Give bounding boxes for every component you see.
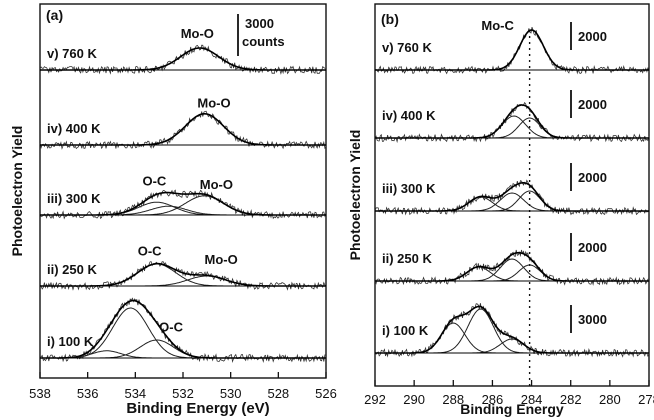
panel-a-peak-annotation: O-C (142, 173, 166, 188)
panel-b-spectrum-1: v) 760 K 2000 (374, 22, 650, 75)
panel-a-peak-annotation: O-C (138, 243, 162, 258)
panel-a-x-tick-label: 538 (29, 386, 51, 401)
panel-b-spectrum-5: i) 100 K 3000 (374, 303, 650, 358)
panel-b-scale-bar-label: 2000 (578, 97, 607, 112)
panel-a-spectrum-2: iv) 400 K Mo-O (39, 95, 327, 150)
panel-b-x-tick-label: 284 (521, 392, 543, 407)
panel-b-x-tick-label: 282 (560, 392, 582, 407)
panel-b-x-tick-label: 292 (364, 392, 386, 407)
panel-b: (b) Binding Energy Photoelectron Yield 2… (347, 3, 654, 417)
panel-b-series-label: i) 100 K (382, 323, 429, 338)
panel-a-spectrum-1: v) 760 K Mo-O (39, 26, 327, 75)
panel-b-scale-bar-label: 2000 (578, 29, 607, 44)
panel-a-series-label: v) 760 K (47, 46, 97, 61)
panel-a-x-tick-label: 526 (315, 386, 337, 401)
panel-b-spectrum-2: iv) 400 K 2000 (374, 90, 650, 144)
panel-a-raw-spectrum (39, 44, 327, 75)
panel-a-xlabel: Binding Energy (eV) (126, 400, 269, 417)
panel-a-x-tick-label: 532 (172, 386, 194, 401)
panel-b-series-label: iii) 300 K (382, 181, 436, 196)
panel-a-x-tick-label: 536 (77, 386, 99, 401)
panel-a-peak-annotation: Mo-O (200, 177, 233, 192)
panel-a-peak-annotation: Mo-O (197, 95, 230, 110)
panel-a-label: (a) (46, 7, 63, 23)
panel-a-raw-spectrum (39, 261, 327, 291)
panel-b-ticks: 292 290 288 286 284 282 280 278 (364, 380, 654, 407)
panel-a-x-tick-label: 528 (267, 386, 289, 401)
panel-a-x-tick-label: 534 (124, 386, 146, 401)
panel-a-series: v) 760 K Mo-O iv) 400 K Mo-O iii) 300 K O-C Mo… (39, 26, 327, 364)
panel-a-series-label: iii) 300 K (47, 191, 101, 206)
panel-b-spectrum-4: ii) 250 K 2000 (374, 233, 650, 286)
panel-a-scale-unit: counts (242, 34, 285, 49)
panel-a-series-label: i) 100 K (47, 334, 94, 349)
panel-a-peak-annotation: Mo-O (181, 26, 214, 41)
panel-b-x-tick-label: 278 (638, 392, 654, 407)
panel-b-frame (374, 3, 650, 387)
panel-a-x-tick-label: 530 (220, 386, 242, 401)
panel-a-peak-annotation: O-C (159, 320, 183, 335)
panel-a: (a) Binding Energy (eV) Photoelectron Yi… (9, 3, 337, 417)
panel-b-x-tick-label: 286 (482, 392, 504, 407)
panel-b-x-tick-label: 288 (442, 392, 464, 407)
panel-a-spectrum-4: ii) 250 K O-C Mo-O (39, 243, 327, 291)
panel-b-ylabel: Photoelectron Yield (347, 130, 363, 261)
panel-a-spectrum-5: i) 100 K O-C (40, 297, 327, 364)
panel-b-x-tick-label: 280 (599, 392, 621, 407)
panel-b-scale-bar-label: 3000 (578, 312, 607, 327)
panel-a-ylabel: Photoelectron Yield (9, 126, 25, 257)
panel-a-scale-value: 3000 (245, 16, 274, 31)
panel-b-scale-bar-label: 2000 (578, 170, 607, 185)
panel-a-peak-annotation: Mo-O (205, 252, 238, 267)
panel-b-spectrum-3: iii) 300 K 2000 (374, 163, 650, 216)
panel-a-series-label: iv) 400 K (47, 121, 101, 136)
panel-b-label: (b) (381, 11, 399, 27)
mo-c-label: Mo-C (481, 18, 514, 33)
panel-b-series-label: ii) 250 K (382, 251, 432, 266)
panel-b-xlabel: Binding Energy (460, 401, 564, 417)
panel-b-x-tick-label: 290 (403, 392, 425, 407)
panel-a-ticks: 538 536 534 532 530 528 526 (29, 372, 337, 401)
panel-a-raw-spectrum (39, 189, 327, 220)
panel-b-scale-bar-label: 2000 (578, 240, 607, 255)
panel-b-series-label: iv) 400 K (382, 108, 436, 123)
panel-a-series-label: ii) 250 K (47, 262, 97, 277)
panel-a-spectrum-3: iii) 300 K O-C Mo-O (39, 173, 327, 220)
panel-b-series-label: v) 760 K (382, 40, 432, 55)
